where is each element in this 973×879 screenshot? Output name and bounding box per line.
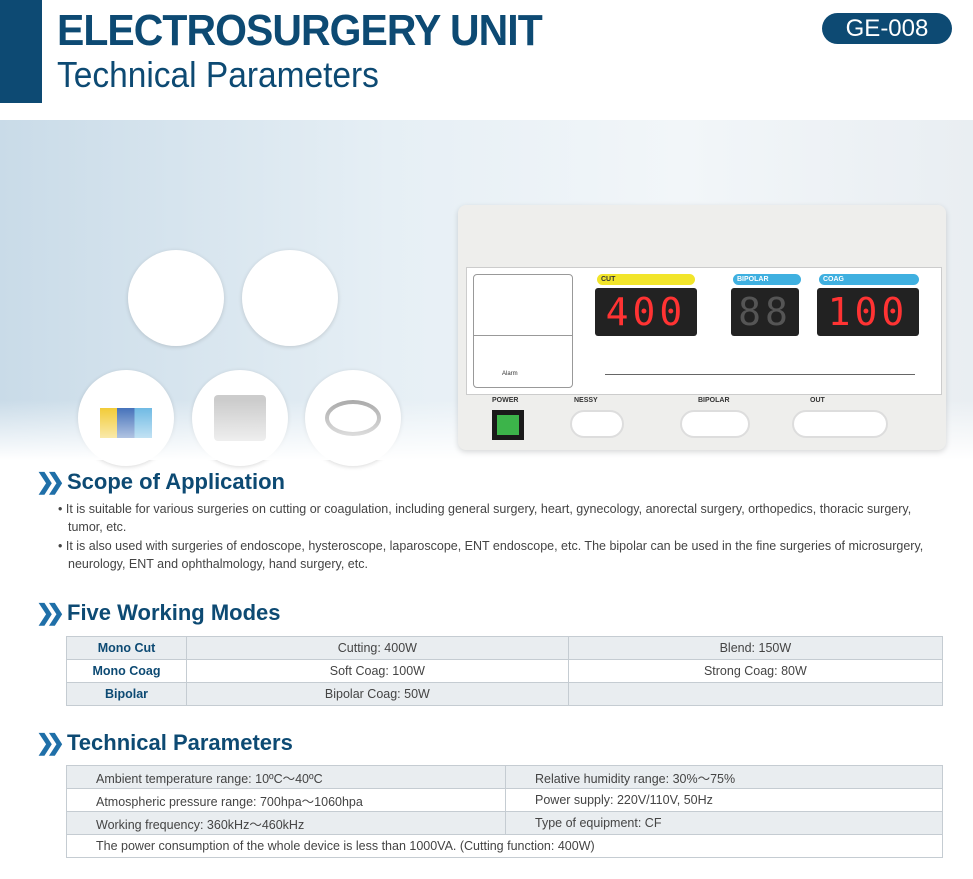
model-badge: GE-008 [822,13,952,44]
chevron-right-icon: ❯❯ [36,469,65,494]
control-panel: Alarm CUT BIPOLAR COAG 400 88 100 [466,267,942,395]
table-row: Mono Coag Soft Coag: 100W Strong Coag: 80W [66,659,944,683]
coag-display: 100 [817,288,919,336]
nessy-port [570,410,624,438]
table-row: Ambient temperature range: 10ºC～40ºC Rela… [66,765,943,789]
bipolar-port [680,410,750,438]
modes-table: Mono Cut Cutting: 400W Blend: 150W Mono Co… [66,636,944,706]
accessory-bipolar-cable-image [242,250,338,346]
cut-label: CUT [597,274,695,285]
scope-heading: ❯❯ Scope of Application [36,469,285,494]
alarm-label: Alarm [502,371,518,377]
accessory-pencil-image [128,250,224,346]
table-row: Bipolar Bipolar Coag: 50W [66,682,944,706]
page-title: ELECTROSURGERY UNIT [57,6,543,55]
monopolar-out-port [792,410,888,438]
params-table: Ambient temperature range: 10ºC～40ºC Rela… [66,765,943,858]
control-button-row [605,374,915,375]
cut-display: 400 [595,288,697,336]
power-switch [492,410,524,440]
out-label: OUT [810,397,825,404]
table-row: Working frequency: 360kHz～460kHz Type of … [66,811,943,835]
header-accent-bar [0,0,42,103]
nessy-label: NESSY [574,397,598,404]
table-row: The power consumption of the whole devic… [66,834,943,858]
page-subtitle: Technical Parameters [57,54,379,95]
table-row: Atmospheric pressure range: 700hpa～1060h… [66,788,943,812]
bipolar-label: BIPOLAR [733,274,801,285]
chevron-right-icon: ❯❯ [36,600,65,625]
params-heading: ❯❯ Technical Parameters [36,730,293,755]
bipolar-display: 88 [731,288,799,336]
chevron-right-icon: ❯❯ [36,730,65,755]
power-label: POWER [492,397,519,404]
table-row: Mono Cut Cutting: 400W Blend: 150W [66,636,944,660]
lcd-screen: Alarm [473,274,573,388]
list-item: • It is also used with surgeries of endo… [58,539,924,571]
electrosurgery-device: Alarm CUT BIPOLAR COAG 400 88 100 POWER … [458,205,946,450]
modes-heading: ❯❯ Five Working Modes [36,600,281,625]
coag-label: COAG [819,274,919,285]
list-item: • It is suitable for various surgeries o… [58,502,912,534]
bipolar-port-label: BIPOLAR [698,397,730,404]
scope-list: • It is suitable for various surgeries o… [58,500,928,574]
